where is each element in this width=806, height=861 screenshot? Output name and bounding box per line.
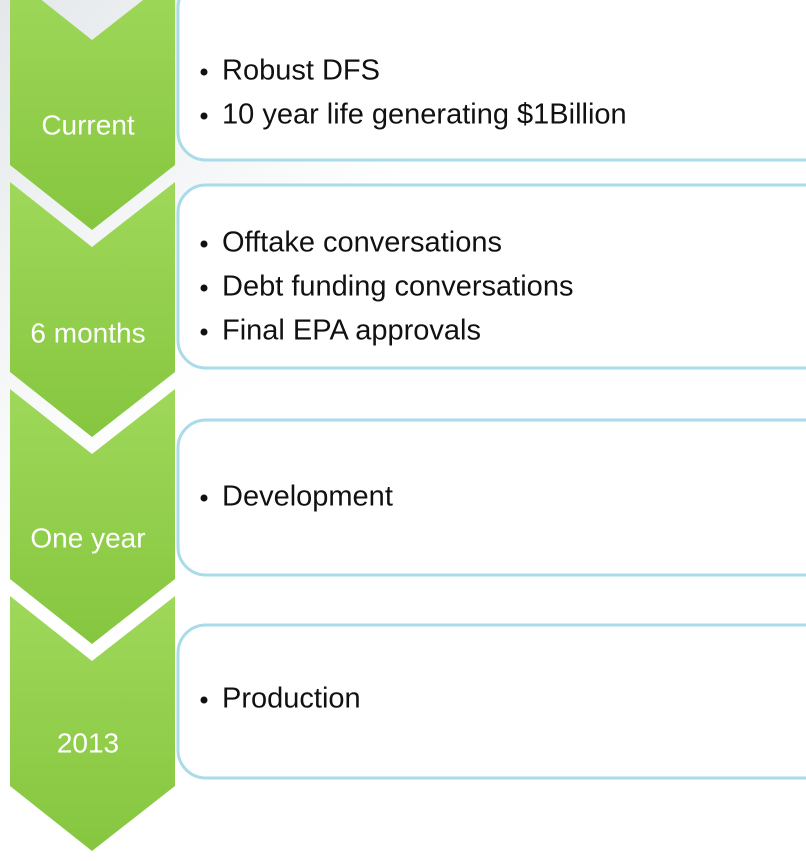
chevron [10, 182, 175, 437]
stage-item: Robust DFS [222, 55, 380, 87]
bullet [200, 328, 208, 336]
bullet [200, 68, 208, 76]
stage-item: 10 year life generating $1Billion [222, 99, 627, 131]
stage-item: Production [222, 683, 361, 715]
bullet [200, 696, 208, 704]
stage-label: One year [30, 522, 145, 553]
stage-box [176, 0, 806, 162]
bullet [200, 284, 208, 292]
stage-item: Offtake conversations [222, 227, 502, 259]
bullet [200, 494, 208, 502]
bullet [200, 112, 208, 120]
stage-item: Debt funding conversations [222, 271, 573, 303]
stage-label: 2013 [57, 727, 119, 758]
stage-item: Final EPA approvals [222, 315, 481, 347]
stage-label: Current [41, 109, 135, 140]
stage-label: 6 months [30, 317, 145, 348]
chevron [10, 596, 175, 851]
chevron [10, 0, 175, 230]
chevron [10, 389, 175, 644]
stage-box [176, 418, 806, 577]
stage-box [176, 183, 806, 370]
stage-item: Development [222, 481, 393, 513]
stage-box [176, 623, 806, 780]
bullet [200, 240, 208, 248]
